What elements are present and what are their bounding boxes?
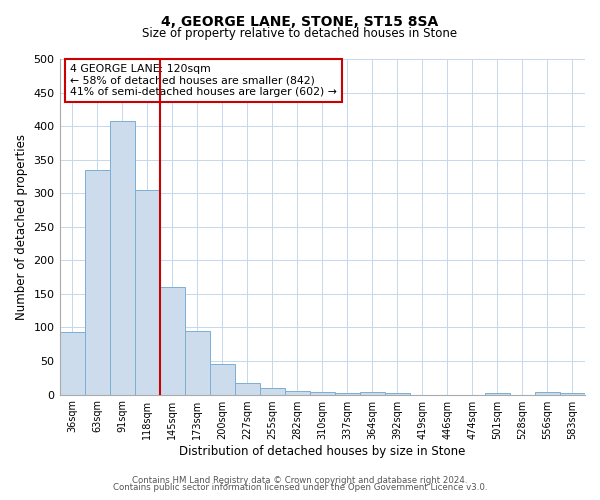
Bar <box>260 388 285 394</box>
Bar <box>535 392 560 394</box>
Text: Size of property relative to detached houses in Stone: Size of property relative to detached ho… <box>142 28 458 40</box>
Text: Contains HM Land Registry data © Crown copyright and database right 2024.: Contains HM Land Registry data © Crown c… <box>132 476 468 485</box>
Bar <box>59 332 85 394</box>
Bar <box>560 393 585 394</box>
Bar <box>209 364 235 394</box>
Text: Contains public sector information licensed under the Open Government Licence v3: Contains public sector information licen… <box>113 484 487 492</box>
Bar <box>310 392 335 394</box>
X-axis label: Distribution of detached houses by size in Stone: Distribution of detached houses by size … <box>179 444 466 458</box>
Text: 4, GEORGE LANE, STONE, ST15 8SA: 4, GEORGE LANE, STONE, ST15 8SA <box>161 15 439 29</box>
Bar <box>160 287 185 395</box>
Bar <box>485 392 510 394</box>
Bar <box>360 392 385 394</box>
Y-axis label: Number of detached properties: Number of detached properties <box>15 134 28 320</box>
Bar <box>85 170 110 394</box>
Bar <box>134 190 160 394</box>
Bar <box>385 393 410 394</box>
Bar <box>235 382 260 394</box>
Bar <box>185 331 209 394</box>
Bar <box>285 391 310 394</box>
Text: 4 GEORGE LANE: 120sqm
← 58% of detached houses are smaller (842)
41% of semi-det: 4 GEORGE LANE: 120sqm ← 58% of detached … <box>70 64 337 97</box>
Bar <box>110 122 134 394</box>
Bar <box>335 393 360 394</box>
